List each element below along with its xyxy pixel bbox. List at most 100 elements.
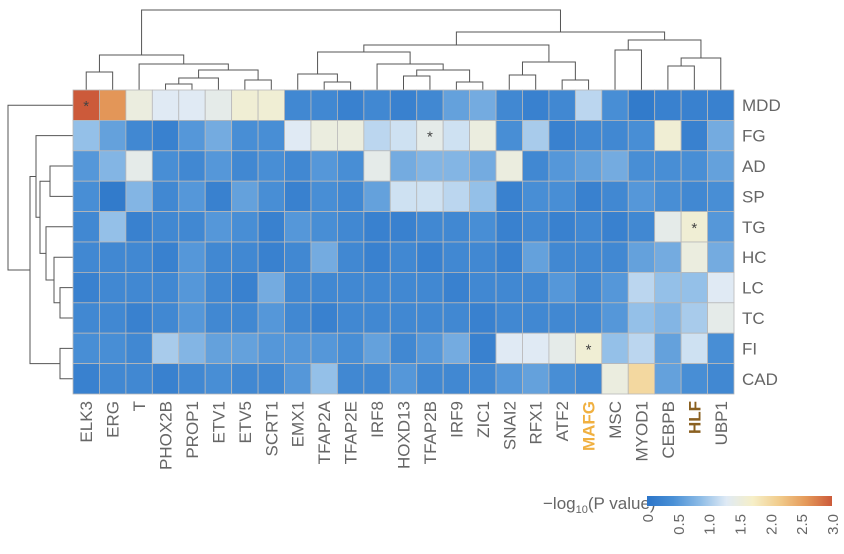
heatmap-cell-tc-etv5 (231, 302, 259, 334)
heatmap-cell-fg-emx1 (284, 120, 312, 152)
heatmap-cell-mdd-phox2b (151, 89, 180, 121)
heatmap-cell-hc-ubp1 (707, 241, 735, 273)
heatmap-cell-tg-zic1 (469, 211, 497, 243)
column-label-phox2b: PHOX2B (157, 401, 176, 470)
heatmap-cell-fg-prop1 (178, 120, 206, 152)
row-dendrogram-link (39, 180, 50, 254)
heatmap-cell-mdd-emx1 (284, 89, 312, 121)
heatmap-cell-lc-tfap2b (416, 271, 444, 304)
row-dendrogram-link (29, 175, 60, 365)
heatmap-cell-fg-msc (601, 120, 629, 152)
column-dendrogram-link (85, 71, 114, 90)
row-label-tc: TC (742, 309, 765, 328)
heatmap-cell-fg-myod1 (627, 120, 656, 152)
heatmap-cell-fi-elk3 (72, 332, 100, 365)
heatmap-cell-mdd-zic1 (469, 89, 497, 121)
heatmap-cell-cad-scrt1 (257, 363, 285, 395)
heatmap-cell-lc-tfap2a (310, 271, 338, 304)
heatmap-cell-cad-atf2 (548, 363, 576, 395)
heatmap-cell-sp-myod1 (627, 180, 656, 212)
column-label-emx1: EMX1 (289, 401, 308, 447)
heatmap-cell-fi-erg (99, 332, 127, 365)
heatmap-cell-fg-tfap2a (310, 120, 338, 152)
column-label-snai2: SNAI2 (500, 401, 519, 450)
heatmap-cell-cad-etv5 (231, 363, 259, 395)
heatmap-cell-fg-irf8 (363, 120, 391, 152)
column-label-etv1: ETV1 (209, 401, 228, 444)
heatmap-cell-mdd-atf2 (548, 89, 576, 121)
row-label-ad: AD (742, 157, 766, 176)
heatmap-cell-ad-irf9 (442, 150, 471, 182)
heatmap-cell-ad-emx1 (284, 150, 312, 182)
heatmap-cell-ad-hlf (680, 150, 708, 182)
heatmap-cell-tc-prop1 (178, 302, 206, 334)
heatmap-cell-fi-etv5 (231, 332, 259, 365)
heatmap-cell-fi-snai2 (495, 332, 523, 365)
heatmap-cell-mdd-scrt1 (257, 89, 285, 121)
row-label-fg: FG (742, 127, 766, 146)
heatmap-cell-fg-ubp1 (707, 120, 735, 152)
heatmap-cell-fg-mafg (574, 120, 603, 152)
significance-star-mdd-elk3: * (83, 98, 89, 115)
row-dendrogram-link (59, 347, 73, 380)
row-dendrogram-link (35, 135, 73, 218)
column-label-prop1: PROP1 (183, 401, 202, 459)
column-dendrogram-link (244, 79, 272, 90)
heatmap-cell-cad-phox2b (151, 363, 180, 395)
column-dendrogram-link (627, 39, 702, 58)
heatmap-cell-hc-tfap2a (310, 241, 338, 273)
heatmap-cell-tc-cebpb (654, 302, 682, 334)
heatmap-cell-cad-tfap2a (310, 363, 338, 395)
heatmap-cell-tc-zic1 (469, 302, 497, 334)
heatmap-cell-fg-zic1 (469, 120, 497, 152)
heatmap-cell-tc-irf8 (363, 302, 391, 334)
heatmap-cell-fg-scrt1 (257, 120, 285, 152)
heatmap-cell-cad-erg (99, 363, 127, 395)
heatmap-cell-mdd-myod1 (627, 89, 656, 121)
heatmap-cell-fi-irf8 (363, 332, 391, 365)
heatmap-cell-sp-zic1 (469, 180, 497, 212)
heatmap-cell-tg-tfap2a (310, 211, 338, 243)
heatmap-cell-sp-cebpb (654, 180, 682, 212)
heatmap-cell-mdd-prop1 (178, 89, 206, 121)
heatmap-cell-fg-irf9 (442, 120, 471, 152)
heatmap-cell-mdd-rfx1 (522, 89, 550, 121)
heatmap-cell-tc-t (125, 302, 153, 334)
heatmap-cell-lc-phox2b (151, 271, 180, 304)
heatmap-cell-fg-atf2 (548, 120, 576, 152)
row-dendrogram-link (49, 165, 73, 197)
column-dendrogram-link (508, 74, 537, 90)
heatmap-cell-fi-t (125, 332, 153, 365)
heatmap-cell-cad-rfx1 (522, 363, 550, 395)
heatmap-cell-tc-atf2 (548, 302, 576, 334)
heatmap-cell-lc-ubp1 (707, 271, 735, 304)
row-label-cad: CAD (742, 370, 778, 389)
heatmap-cell-tg-irf8 (363, 211, 391, 243)
heatmap-cell-sp-mafg (574, 180, 603, 212)
colorbar-title: −log10(P value) (543, 494, 656, 516)
column-label-irf9: IRF9 (447, 401, 466, 438)
heatmap-cell-cad-snai2 (495, 363, 523, 395)
heatmap-cell-cad-t (125, 363, 153, 395)
heatmap-cell-tg-t (125, 211, 153, 243)
heatmap-cell-cad-mafg (574, 363, 603, 395)
heatmap-cell-tc-etv1 (204, 302, 233, 334)
heatmap-cell-fi-etv1 (204, 332, 233, 365)
heatmap-cell-tg-etv5 (231, 211, 259, 243)
heatmap-cell-lc-etv1 (204, 271, 233, 304)
column-label-tfap2a: TFAP2A (315, 400, 334, 464)
significance-star-fi-mafg: * (586, 341, 592, 358)
heatmap-cell-cad-emx1 (284, 363, 312, 395)
heatmap-cell-cad-etv1 (204, 363, 233, 395)
column-label-hoxd13: HOXD13 (395, 401, 414, 469)
colorbar-tick-label: 2.5 (794, 514, 811, 535)
column-label-t: T (130, 401, 149, 411)
heatmap-cell-cad-prop1 (178, 363, 206, 395)
heatmap-cell-fi-phox2b (151, 332, 180, 365)
column-label-irf8: IRF8 (368, 401, 387, 438)
heatmap-cell-sp-irf8 (363, 180, 391, 212)
heatmap-cell-hc-hoxd13 (389, 241, 418, 273)
heatmap-cell-ad-elk3 (72, 150, 100, 182)
heatmap-cell-mdd-tfap2e (336, 89, 365, 121)
